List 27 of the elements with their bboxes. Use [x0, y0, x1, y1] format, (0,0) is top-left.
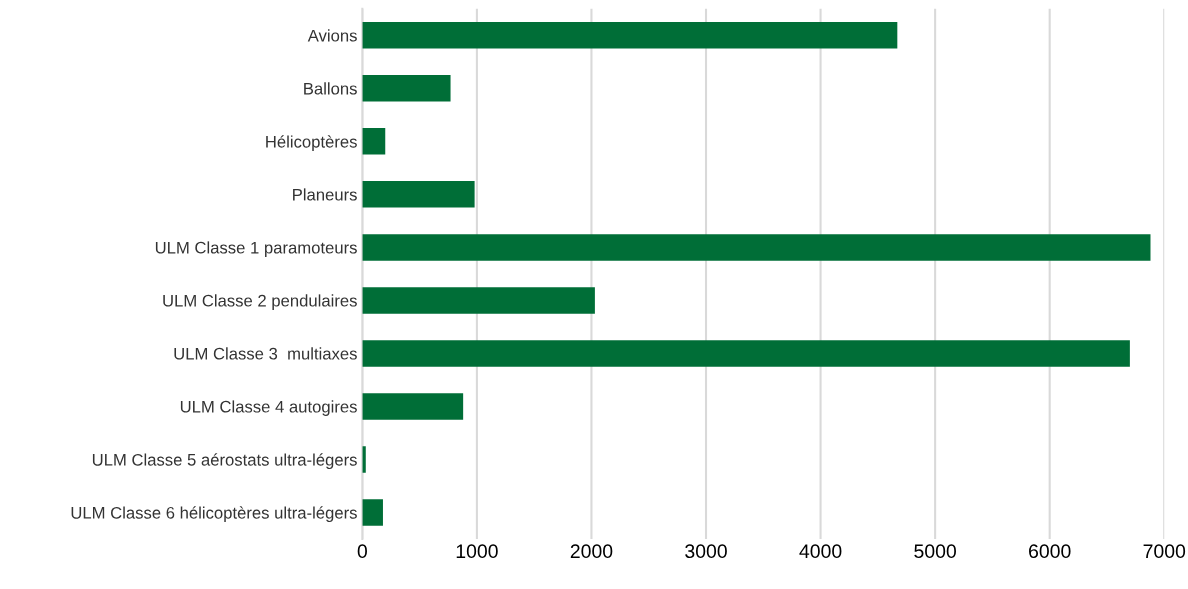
- bar: [362, 393, 464, 420]
- bar: [362, 128, 386, 155]
- bar: [362, 181, 475, 208]
- x-tick-label: 2000: [570, 544, 613, 559]
- bar: [362, 75, 451, 102]
- x-tick-label: 4000: [799, 544, 842, 559]
- x-tick-label: 0: [357, 544, 367, 559]
- y-tick-label: Avions: [307, 29, 357, 42]
- x-tick-label: 1000: [456, 544, 498, 559]
- bar: [362, 234, 1151, 261]
- y-tick-label: ULM Classe 5 aérostats ultra-légers: [92, 453, 357, 470]
- y-tick-label: Ballons: [304, 82, 357, 95]
- bar: [362, 340, 1130, 367]
- y-tick-label: ULM Classe 6 hélicoptères ultra-légers: [71, 506, 357, 523]
- y-tick-label: ULM Classe 1 paramoteurs: [155, 241, 357, 257]
- x-tick-label: 5000: [914, 544, 956, 559]
- bar: [362, 499, 383, 526]
- y-tick-label: Hélicoptères: [266, 135, 357, 151]
- y-tick-label: ULM Classe 4 autogires: [180, 400, 357, 416]
- y-tick-label: ULM Classe 2 pendulaires: [163, 294, 357, 310]
- bar: [362, 287, 595, 314]
- bar: [362, 22, 898, 49]
- y-tick-label: ULM Classe 3 multiaxes: [174, 347, 357, 360]
- x-tick-label: 7000: [1143, 544, 1186, 559]
- y-tick-label: Planeurs: [293, 188, 357, 201]
- x-tick-label: 3000: [685, 544, 727, 559]
- x-tick-label: 6000: [1029, 544, 1071, 559]
